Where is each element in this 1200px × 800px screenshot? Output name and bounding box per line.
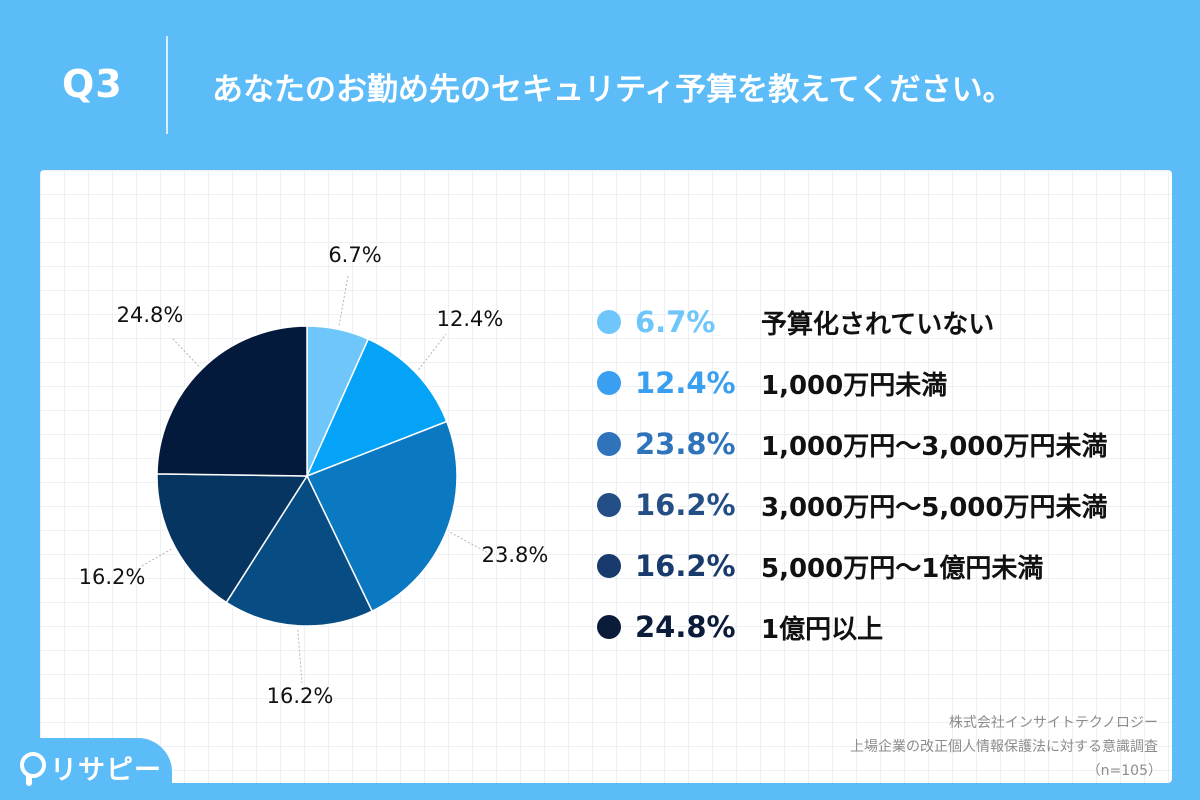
legend-swatch	[597, 432, 621, 456]
legend-swatch	[597, 554, 621, 578]
legend-percent: 6.7%	[635, 305, 716, 339]
source-survey: 上場企業の改正個人情報保護法に対する意識調査	[850, 739, 1158, 755]
data-label-6: 24.8%	[117, 303, 184, 327]
question-number: Q3	[62, 62, 123, 106]
legend-item-3: 23.8% 1,000万円～3,000万円未満	[597, 422, 1167, 466]
pie-slice-2	[305, 338, 448, 478]
legend-percent: 16.2%	[635, 488, 736, 522]
legend-label: 1,000万円～3,000万円未満	[761, 431, 1108, 462]
data-label-4: 16.2%	[267, 684, 334, 708]
pie-slice-6	[156, 325, 308, 477]
question-title: あなたのお勤め先のセキュリティ予算を教えてください。	[212, 72, 1014, 108]
pin-icon	[20, 752, 46, 778]
legend-swatch	[597, 493, 621, 517]
legend-label: 3,000万円～5,000万円未満	[761, 492, 1108, 523]
legend-item-6: 24.8% 1億円以上	[597, 605, 1167, 649]
legend-label: 1,000万円未満	[761, 370, 948, 401]
data-label-2: 12.4%	[437, 307, 504, 331]
legend-swatch	[597, 371, 621, 395]
pin-icon-tail	[26, 776, 32, 786]
legend-percent: 23.8%	[635, 427, 736, 461]
header: Q3 あなたのお勤め先のセキュリティ予算を教えてください。	[0, 0, 1200, 170]
pin-icon-center	[27, 759, 35, 767]
legend-label: 1億円以上	[761, 614, 884, 645]
legend-percent: 12.4%	[635, 366, 736, 400]
legend-item-2: 12.4% 1,000万円未満	[597, 361, 1167, 405]
brand-logo: リサピー	[50, 755, 162, 786]
legend-swatch	[597, 310, 621, 334]
legend-label: 5,000万円～1億円未満	[761, 553, 1044, 584]
data-label-3: 23.8%	[482, 543, 549, 567]
legend-percent: 24.8%	[635, 610, 736, 644]
data-label-5: 16.2%	[79, 565, 146, 589]
legend-label: 予算化されていない	[761, 309, 995, 340]
legend-swatch	[597, 615, 621, 639]
legend-item-4: 16.2% 3,000万円～5,000万円未満	[597, 483, 1167, 527]
header-divider	[166, 36, 168, 134]
leader-line-1	[338, 275, 349, 326]
data-label-1: 6.7%	[328, 243, 381, 267]
leader-line-2	[418, 333, 447, 371]
legend-item-1: 6.7% 予算化されていない	[597, 300, 1167, 344]
leader-line-4	[297, 629, 303, 684]
source-sample-size: （n=105）	[1086, 763, 1162, 779]
pie-slice-4	[225, 474, 374, 627]
pie-slice-5	[156, 473, 309, 604]
legend-percent: 16.2%	[635, 549, 736, 583]
leader-line-6	[171, 337, 200, 367]
legend-item-5: 16.2% 5,000万円～1億円未満	[597, 544, 1167, 588]
pie-slice-3	[305, 420, 458, 613]
source-company: 株式会社インサイトテクノロジー	[948, 715, 1158, 731]
